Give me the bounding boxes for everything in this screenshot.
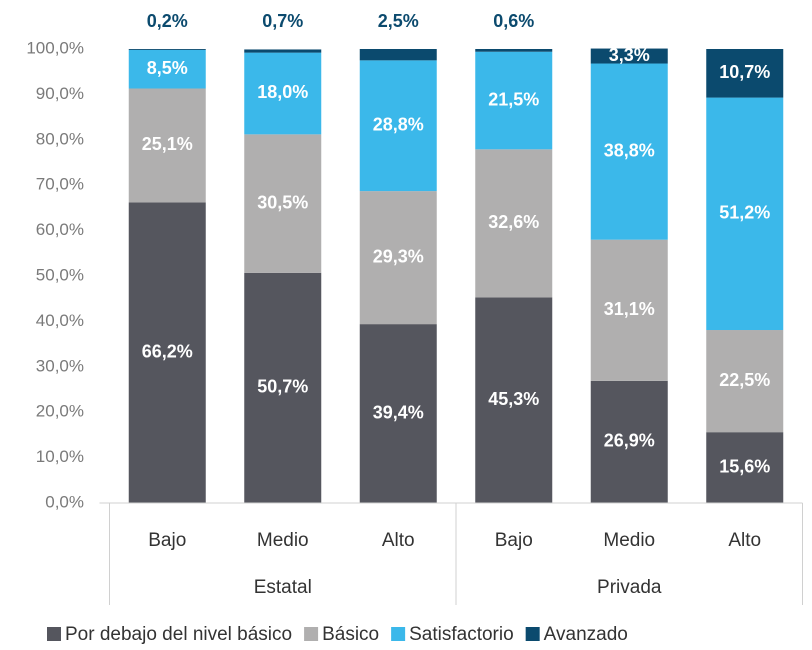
y-tick-label: 10,0% (36, 447, 84, 466)
legend-swatch (525, 627, 540, 641)
data-label: 21,5% (488, 89, 539, 109)
data-label: 15,6% (719, 456, 770, 476)
data-label: 22,5% (719, 370, 770, 390)
y-tick-label: 80,0% (36, 129, 84, 148)
bar-segment (128, 49, 206, 89)
y-tick-label: 90,0% (36, 84, 84, 103)
bar-segment (590, 380, 668, 503)
bar-segment (244, 52, 322, 135)
group-label: Estatal (254, 577, 312, 598)
bar-segment (706, 432, 784, 503)
bar-segment (475, 49, 553, 52)
bar-segment (128, 202, 206, 503)
x-tick-label: Bajo (495, 530, 533, 551)
bar-segment (244, 272, 322, 503)
x-tick-label: Medio (257, 530, 309, 551)
y-tick-label: 50,0% (36, 265, 84, 284)
bar-segment (590, 63, 668, 240)
data-label: 0,6% (493, 11, 534, 31)
x-tick-label: Bajo (148, 530, 186, 551)
data-label: 26,9% (604, 431, 655, 451)
data-label: 25,1% (142, 134, 193, 154)
data-label: 45,3% (488, 389, 539, 409)
data-label: 0,7% (262, 11, 303, 31)
bar-segment (359, 60, 437, 192)
legend-swatch (391, 627, 406, 641)
y-tick-label: 20,0% (36, 402, 84, 421)
data-label: 8,5% (147, 58, 188, 78)
data-label: 30,5% (257, 192, 308, 212)
data-label: 0,2% (147, 11, 188, 31)
legend-swatch (304, 627, 319, 641)
legend-label: Avanzado (544, 624, 628, 645)
group-label: Privada (597, 577, 662, 598)
bar-segment (590, 239, 668, 381)
data-label: 10,7% (719, 62, 770, 82)
y-tick-label: 40,0% (36, 311, 84, 330)
bar-segment (475, 149, 553, 298)
bar-segment (359, 191, 437, 325)
y-tick-label: 70,0% (36, 175, 84, 194)
bar-segment (128, 88, 206, 203)
data-label: 38,8% (604, 140, 655, 160)
y-tick-label: 60,0% (36, 220, 84, 239)
data-label: 29,3% (373, 246, 424, 266)
bar-segment (706, 97, 784, 331)
data-label: 32,6% (488, 212, 539, 232)
legend-label: Por debajo del nivel básico (65, 624, 292, 645)
x-tick-label: Alto (728, 530, 761, 551)
legend-swatch (47, 627, 61, 641)
y-tick-label: 100,0% (26, 38, 84, 57)
bar-segment (475, 51, 553, 150)
data-label: 66,2% (142, 341, 193, 361)
bar-segment (359, 324, 437, 503)
bar-segment (475, 297, 553, 503)
bar-segment (128, 49, 206, 50)
x-tick-label: Medio (603, 530, 655, 551)
data-label: 2,5% (378, 11, 419, 31)
data-label: 28,8% (373, 114, 424, 134)
data-label: 18,0% (257, 82, 308, 102)
bar-segment (244, 134, 322, 273)
data-label: 31,1% (604, 299, 655, 319)
bar-segment (359, 49, 437, 61)
y-tick-label: 0,0% (45, 492, 84, 511)
legend-label: Básico (322, 624, 379, 645)
data-label: 50,7% (257, 377, 308, 397)
bar-segment (244, 49, 322, 53)
data-label: 3,3% (609, 45, 650, 65)
data-label: 51,2% (719, 203, 770, 223)
bar-segment (590, 48, 668, 64)
bar-segment (706, 330, 784, 433)
legend-label: Satisfactorio (409, 624, 514, 645)
y-tick-label: 30,0% (36, 356, 84, 375)
x-tick-label: Alto (382, 530, 415, 551)
bar-segment (706, 49, 784, 98)
data-label: 39,4% (373, 402, 424, 422)
